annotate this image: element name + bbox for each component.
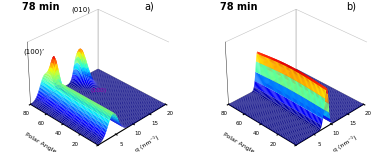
Text: a): a) bbox=[145, 2, 154, 12]
Text: (010): (010) bbox=[71, 6, 90, 13]
Text: 78 min: 78 min bbox=[22, 2, 59, 12]
X-axis label: q (nm⁻¹): q (nm⁻¹) bbox=[332, 134, 358, 152]
Text: b): b) bbox=[346, 2, 356, 12]
Y-axis label: Polar Angle χ [°]: Polar Angle χ [°] bbox=[24, 132, 70, 152]
Text: (100)’: (100)’ bbox=[23, 49, 44, 55]
X-axis label: q (nm⁻¹): q (nm⁻¹) bbox=[134, 134, 160, 152]
Text: 78 min: 78 min bbox=[220, 2, 257, 12]
Text: (100): (100) bbox=[91, 88, 107, 93]
Y-axis label: Polar Angle χ [°]: Polar Angle χ [°] bbox=[221, 132, 268, 152]
